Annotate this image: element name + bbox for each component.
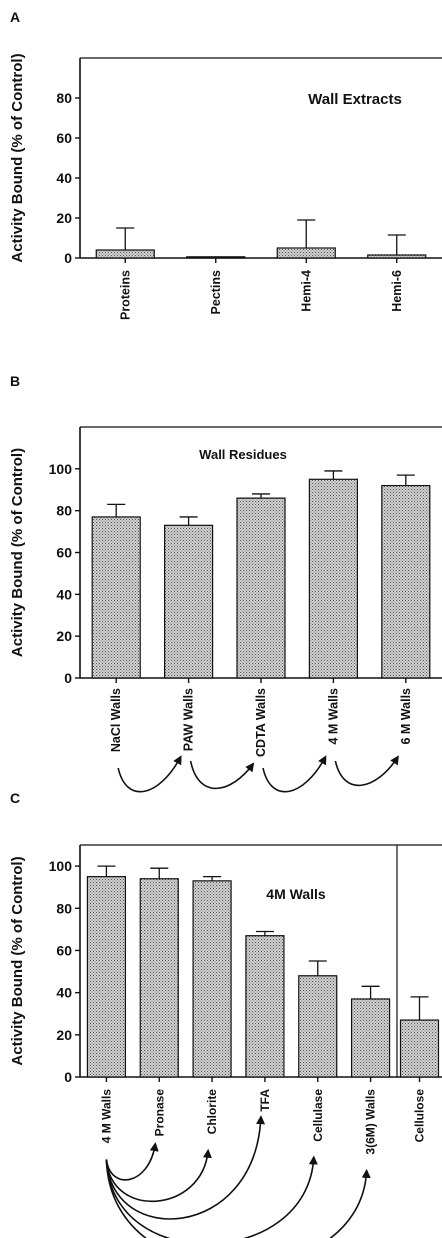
bar-2 (164, 524, 214, 679)
arrow-1-to-4 (105, 1115, 266, 1220)
panel-c: C 0 20 40 60 80 100 Activity Bound (% of Contro… (9, 790, 442, 1238)
arrow-1-to-2 (117, 755, 182, 793)
bar-1 (86, 876, 127, 1078)
x-tick-label: Chlorite (205, 1089, 219, 1135)
x-tick-label: TFA (258, 1089, 272, 1112)
y-tick-label: 60 (56, 545, 72, 561)
y-tick-label: 100 (49, 461, 73, 477)
bar-4 (245, 935, 285, 1078)
bar-4 (308, 478, 358, 679)
bar-3 (276, 247, 336, 259)
y-tick-label: 40 (56, 985, 72, 1001)
arrow-1-to-3 (105, 1148, 212, 1203)
y-tick-label: 100 (49, 858, 73, 874)
arrow-1-to-2 (105, 1142, 159, 1181)
panel-title: 4M Walls (266, 886, 326, 902)
bar-5 (381, 484, 431, 679)
y-tick-label: 0 (64, 670, 72, 686)
y-tick-label: 60 (56, 130, 72, 146)
bar-6 (350, 998, 391, 1078)
x-tick-label: Proteins (118, 270, 132, 320)
x-tick-label: Hemi-6 (390, 270, 404, 312)
arrow-4-to-5 (334, 755, 399, 787)
y-tick-label: 20 (56, 628, 72, 644)
bar-2 (139, 878, 179, 1078)
y-tick-label: 60 (56, 942, 72, 958)
x-tick-label: 4 M Walls (99, 1089, 113, 1144)
arrow-2-to-3 (189, 760, 255, 790)
x-tick-label: 4 M Walls (326, 688, 340, 745)
y-axis-title: Activity Bound (% of Control) (9, 53, 26, 262)
panel-a: A 0 20 40 60 80 Activity Bound (% of Control) W… (9, 9, 442, 320)
x-tick-label: 6 M Walls (399, 688, 413, 745)
panel-b: B 0 20 40 60 80 100 Activity Bound (% of Contro… (9, 373, 442, 793)
y-axis-title: Activity Bound (% of Control) (9, 448, 26, 657)
panel-letter: C (10, 790, 20, 806)
x-tick-label: CDTA Walls (254, 688, 268, 757)
y-tick-label: 20 (56, 1027, 72, 1043)
arrow-3-to-4 (262, 755, 327, 793)
y-tick-label: 80 (56, 503, 72, 519)
y-tick-label: 20 (56, 210, 72, 226)
bar-7 (399, 1019, 440, 1078)
x-tick-label: Pronase (152, 1089, 166, 1137)
y-tick-label: 40 (56, 170, 72, 186)
bar-1 (91, 516, 141, 679)
arrow-1-to-5 (105, 1155, 318, 1238)
bar-4 (367, 254, 427, 259)
y-tick-label: 40 (56, 586, 72, 602)
x-tick-label: 3(6M) Walls (364, 1089, 378, 1155)
bar-3 (192, 880, 232, 1078)
y-axis-title: Activity Bound (% of Control) (9, 856, 26, 1065)
x-tick-label: Hemi-4 (299, 270, 313, 312)
x-tick-label: Cellulose (413, 1089, 427, 1143)
x-tick-label: Pectins (209, 270, 223, 315)
x-tick-label: Cellulase (311, 1089, 325, 1142)
panel-title: Wall Residues (199, 447, 287, 462)
y-tick-label: 0 (64, 250, 72, 266)
panel-letter: B (10, 373, 20, 389)
bar-2 (186, 256, 246, 259)
x-tick-label: PAW Walls (182, 688, 196, 751)
bar-3 (236, 497, 286, 679)
bar-5 (298, 975, 338, 1078)
y-tick-label: 80 (56, 900, 72, 916)
panel-title: Wall Extracts (308, 91, 402, 108)
bar-1 (95, 249, 155, 259)
y-tick-label: 80 (56, 90, 72, 106)
arrow-1-to-6 (105, 1159, 371, 1238)
panel-letter: A (10, 9, 20, 25)
x-tick-label: NaCl Walls (109, 688, 123, 752)
y-tick-label: 0 (64, 1069, 72, 1085)
